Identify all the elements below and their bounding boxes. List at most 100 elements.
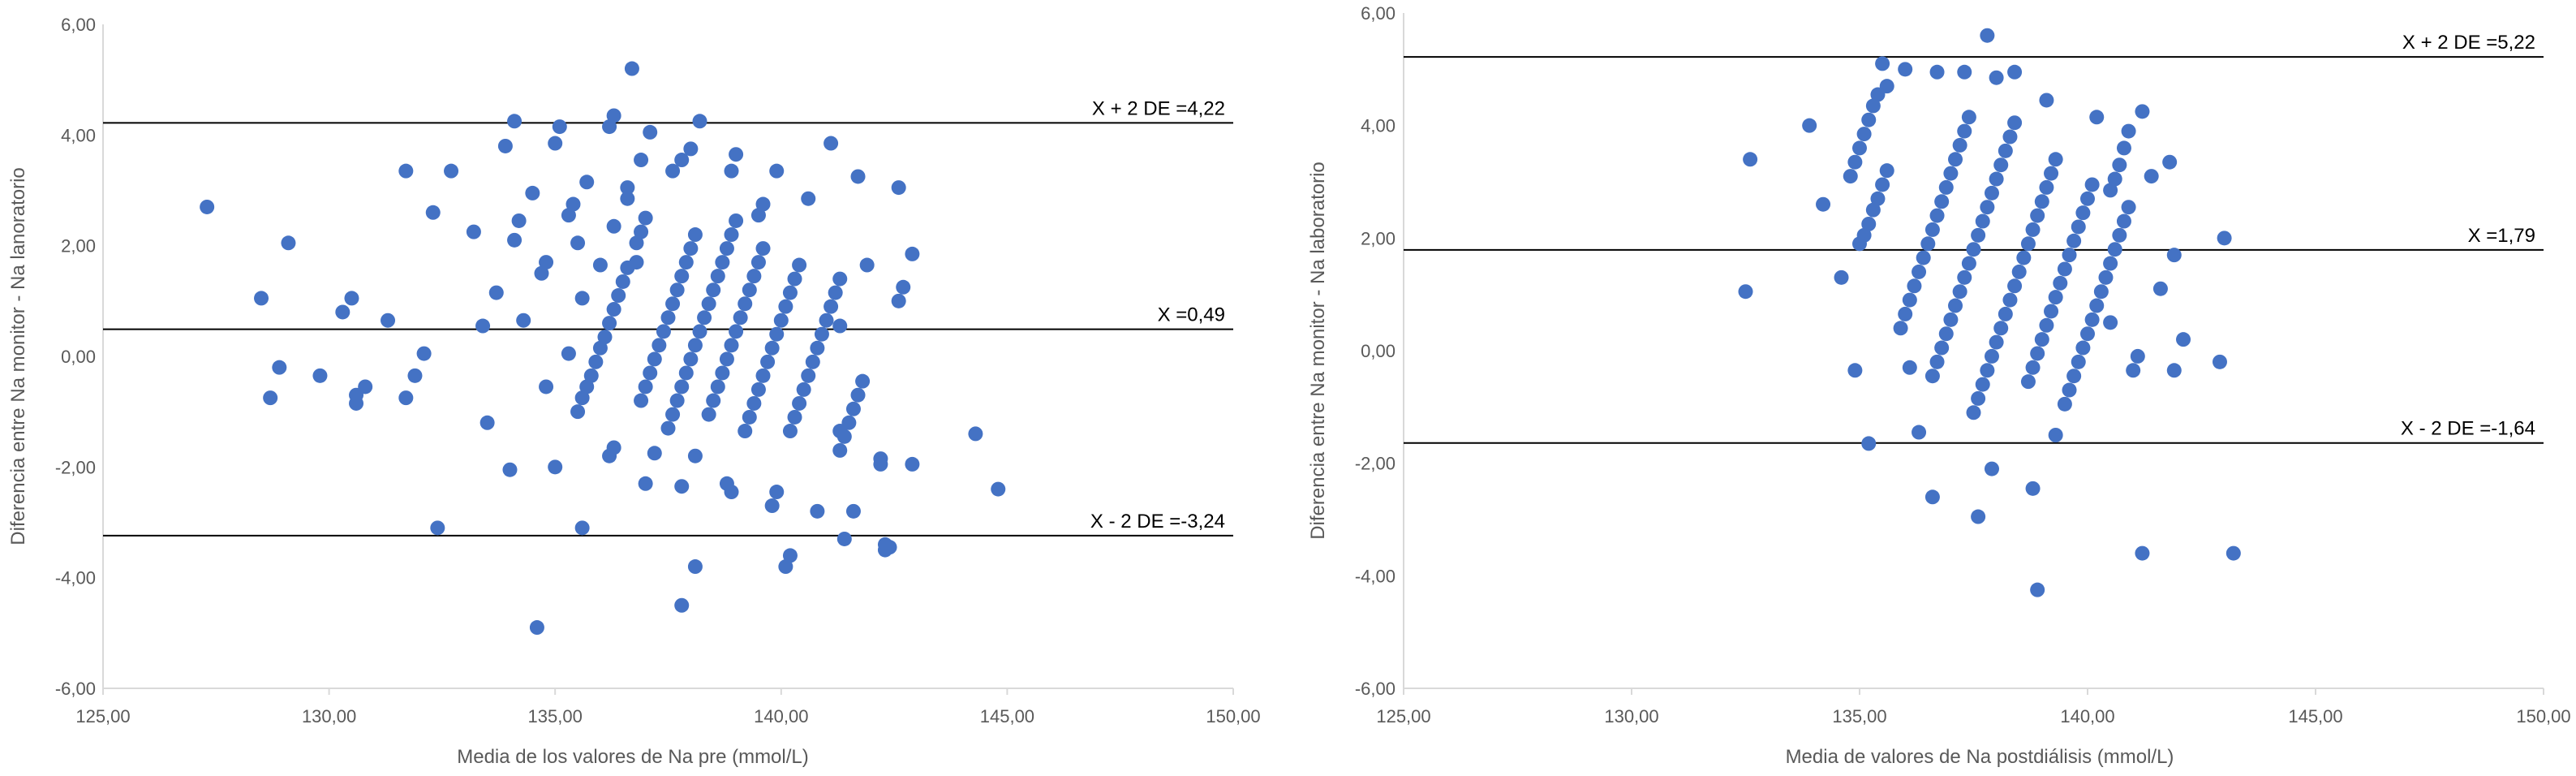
data-point — [750, 208, 766, 223]
data-point — [507, 114, 523, 129]
data-point — [615, 274, 630, 289]
data-point — [2057, 261, 2072, 277]
data-point — [760, 354, 776, 369]
data-point — [2084, 312, 2100, 327]
data-point — [2176, 332, 2191, 347]
data-point — [200, 199, 215, 214]
x-tick-label: 135,00 — [528, 706, 583, 726]
x-tick-label: 150,00 — [2516, 706, 2570, 726]
data-point — [1847, 154, 1863, 170]
data-point — [647, 446, 662, 461]
data-point — [1971, 227, 1986, 243]
data-point — [1934, 194, 1950, 209]
data-point — [2048, 290, 2063, 305]
data-point — [1938, 326, 1954, 342]
data-point — [1861, 112, 1877, 127]
data-point — [810, 503, 825, 519]
data-point — [1902, 292, 1917, 308]
data-point — [769, 326, 785, 342]
y-tick-label: -2,00 — [55, 457, 96, 477]
y-tick-label: 6,00 — [1361, 3, 1396, 24]
data-point — [2034, 194, 2049, 209]
data-point — [570, 235, 586, 251]
data-point — [1875, 177, 1890, 192]
x-tick-label: 135,00 — [1832, 706, 1886, 726]
data-point — [2025, 360, 2041, 375]
data-point — [579, 379, 595, 394]
data-point — [801, 368, 816, 383]
y-tick-label: 6,00 — [61, 15, 96, 35]
data-point — [2007, 64, 2023, 80]
upper-limit-label: X + 2 DE =5,22 — [2402, 32, 2535, 54]
data-point — [254, 291, 269, 306]
data-point — [2002, 292, 2018, 308]
data-point — [729, 213, 744, 228]
data-point — [1948, 298, 1963, 313]
data-point — [634, 153, 649, 168]
data-point — [1816, 196, 1831, 212]
y-tick-label: -2,00 — [1355, 454, 1396, 474]
data-point — [1975, 377, 1990, 392]
data-point — [828, 285, 843, 300]
x-axis-title: Media de los valores de Na pre (mmol/L) — [457, 746, 809, 768]
data-point — [750, 255, 766, 270]
data-point — [1966, 405, 1981, 420]
data-point — [2071, 219, 2086, 235]
data-point — [701, 407, 716, 422]
data-point — [891, 293, 906, 308]
data-point — [2002, 129, 2018, 144]
data-point — [687, 559, 703, 575]
data-point — [548, 136, 563, 151]
lower-limit-label: X - 2 DE =-3,24 — [1090, 511, 1225, 532]
data-point — [755, 241, 771, 257]
data-point — [706, 393, 721, 408]
x-tick-label: 145,00 — [980, 706, 1034, 726]
data-point — [574, 291, 590, 306]
data-point — [2066, 233, 2082, 248]
data-point — [2112, 157, 2127, 173]
data-point — [1938, 179, 1954, 195]
data-point — [729, 324, 744, 339]
data-point — [1893, 321, 1908, 336]
data-point — [778, 299, 793, 314]
data-point — [2084, 177, 2100, 192]
x-tick-label: 130,00 — [302, 706, 356, 726]
data-point — [407, 368, 423, 383]
data-point — [1957, 123, 1972, 139]
data-point — [896, 279, 911, 295]
data-point — [1924, 489, 1940, 505]
data-point — [643, 124, 658, 140]
data-point — [1961, 110, 1976, 125]
data-point — [2144, 169, 2159, 184]
data-point — [683, 241, 699, 257]
data-point — [1934, 340, 1950, 356]
data-point — [1966, 242, 1981, 257]
data-point — [746, 269, 762, 284]
x-tick-label: 140,00 — [754, 706, 808, 726]
data-point — [1907, 278, 1922, 294]
data-point — [1916, 250, 1931, 265]
data-point — [2062, 248, 2077, 263]
data-point — [819, 313, 834, 328]
data-point — [697, 310, 712, 325]
data-point — [1998, 143, 2013, 158]
data-point — [1943, 312, 1959, 327]
data-point — [1865, 202, 1881, 218]
data-point — [2044, 166, 2059, 181]
y-axis-title: Diferencia entre Na monitor - Na lanorat… — [7, 167, 29, 545]
chart-1: 6,00 4,00 2,00 0,00 -2,00 -4,00 -6,00 125,00 130… — [7, 15, 1261, 768]
data-point — [2007, 278, 2023, 294]
data-point — [281, 235, 296, 251]
data-point — [755, 196, 771, 212]
data-point — [2135, 104, 2150, 119]
x-tick-label: 140,00 — [2060, 706, 2114, 726]
data-point — [1861, 436, 1877, 451]
data-point — [2025, 222, 2041, 237]
data-point — [579, 175, 595, 190]
data-point — [574, 390, 590, 406]
data-point — [2039, 317, 2054, 333]
y-tick-label: -6,00 — [55, 679, 96, 699]
data-point — [588, 354, 604, 369]
data-point — [769, 485, 785, 500]
data-point — [2089, 298, 2105, 313]
